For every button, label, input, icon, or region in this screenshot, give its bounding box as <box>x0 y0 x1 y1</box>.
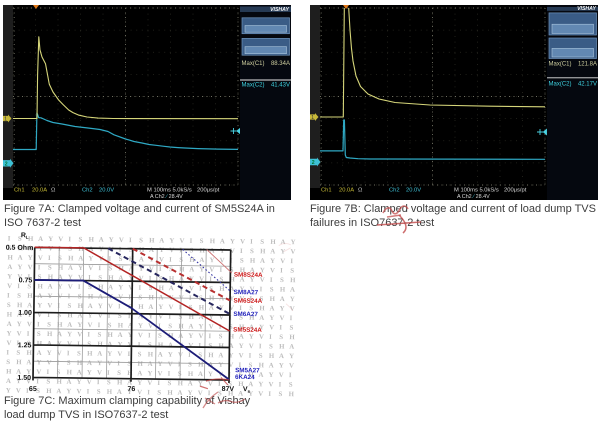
svg-text:Ch1: Ch1 <box>14 188 25 194</box>
svg-text:VISHAY: VISHAY <box>577 6 596 12</box>
svg-text:76: 76 <box>127 386 135 393</box>
svg-text:Vs: Vs <box>243 386 251 394</box>
svg-text:SM5S24A: SM5S24A <box>233 327 262 334</box>
svg-text:ISHAYVISHAYVISHAYVISHAYVISHAY: ISHAYVISHAYVISHAYVISHAYVISHAY <box>8 235 296 246</box>
svg-text:Max(C1): Max(C1) <box>549 62 572 68</box>
svg-text:AYVISHAYVISHAYVISHAYVISHAYVIS: AYVISHAYVISHAYVISHAYVISHAYVIS <box>6 378 293 389</box>
svg-text:SM8S24A: SM8S24A <box>234 272 263 279</box>
svg-text:YVISHAYVISHAYVISHAYVISHAYVISH: YVISHAYVISHAYVISHAYVISHAYVISH <box>6 387 295 398</box>
svg-text:65: 65 <box>29 386 37 393</box>
svg-text:6KA24: 6KA24 <box>235 374 255 381</box>
svg-text:Ω: Ω <box>51 188 56 194</box>
svg-text:A Ch2 ∕ 28.4V: A Ch2 ∕ 28.4V <box>150 194 183 200</box>
svg-text:SHAYVISHAYVISHAYVISHAYVISHAYV: SHAYVISHAYVISHAYVISHAYVISHAYV <box>8 245 296 256</box>
svg-text:1: 1 <box>311 115 314 121</box>
svg-text:HAYVISHAYVISHAYVISHAYVISHAYVI: HAYVISHAYVISHAYVISHAYVISHAYVI <box>8 254 294 265</box>
svg-text:20.0V: 20.0V <box>99 188 114 194</box>
svg-text:200μs/pt: 200μs/pt <box>197 188 220 194</box>
svg-text:20.0A: 20.0A <box>339 188 354 194</box>
svg-text:Ch2: Ch2 <box>82 188 93 194</box>
svg-text:Max(C2): Max(C2) <box>549 82 572 88</box>
svg-text:SM5A27: SM5A27 <box>235 367 260 374</box>
svg-text:Ch1: Ch1 <box>321 188 332 194</box>
svg-text:Ω: Ω <box>358 188 363 194</box>
svg-text:1.25: 1.25 <box>18 342 32 349</box>
svg-text:AYVISHAYVISHAYVISHAYVISHAYVIS: AYVISHAYVISHAYVISHAYVISHAYVIS <box>7 321 294 332</box>
svg-text:1: 1 <box>4 117 7 123</box>
svg-text:Max(C1): Max(C1) <box>242 61 265 67</box>
svg-text:RL: RL <box>21 232 29 240</box>
svg-text:87V: 87V <box>222 386 235 393</box>
svg-text:HAYVISHAYVISHAYVISHAYVISHAYVI: HAYVISHAYVISHAYVISHAYVISHAYVI <box>6 368 292 379</box>
svg-text:VISHAYVISHAYVISHAYVISHAYVISHA: VISHAYVISHAYVISHAYVISHAYVISHA <box>7 283 295 294</box>
svg-text:200μs/pt: 200μs/pt <box>504 188 527 194</box>
svg-text:88.34A: 88.34A <box>271 61 290 67</box>
svg-text:0.75: 0.75 <box>19 277 33 284</box>
svg-text:121.8A: 121.8A <box>578 62 597 68</box>
svg-text:SM6S24A: SM6S24A <box>233 298 262 305</box>
svg-text:VISHAYVISHAYVISHAYVISHAYVISHA: VISHAYVISHAYVISHAYVISHAYVISHA <box>6 340 294 351</box>
svg-text:20.0V: 20.0V <box>406 188 421 194</box>
svg-text:SM6A27: SM6A27 <box>233 311 258 318</box>
svg-text:M 100ms 5.0kS/s: M 100ms 5.0kS/s <box>454 188 499 194</box>
svg-text:HAYVISHAYVISHAYVISHAYVISHAYVI: HAYVISHAYVISHAYVISHAYVISHAYVI <box>7 311 293 322</box>
svg-text:2: 2 <box>5 162 8 168</box>
svg-text:SM8A27: SM8A27 <box>234 289 259 296</box>
svg-text:2: 2 <box>312 160 315 166</box>
svg-text:41.43V: 41.43V <box>271 83 290 89</box>
svg-text:VISHAY: VISHAY <box>270 7 289 13</box>
svg-text:20.0A: 20.0A <box>32 188 47 194</box>
svg-text:M 100ms 5.0kS/s: M 100ms 5.0kS/s <box>147 188 192 194</box>
svg-text:A Ch2 ∕ 28.4V: A Ch2 ∕ 28.4V <box>457 194 490 200</box>
svg-text:Ch2: Ch2 <box>389 188 400 194</box>
svg-text:SHAYVISHAYVISHAYVISHAYVISHAYV: SHAYVISHAYVISHAYVISHAYVISHAYV <box>6 359 294 370</box>
svg-text:1.00: 1.00 <box>18 310 32 317</box>
svg-text:1.50: 1.50 <box>17 375 31 382</box>
svg-text:0.5 Ohm: 0.5 Ohm <box>6 245 34 252</box>
svg-text:42.17V: 42.17V <box>578 82 597 88</box>
svg-text:SHAYVISHAYVISHAYVISHAYVISHAYV: SHAYVISHAYVISHAYVISHAYVISHAYV <box>7 302 295 313</box>
svg-text:AYVISHAYVISHAYVISHAYVISHAYVIS: AYVISHAYVISHAYVISHAYVISHAYVIS <box>7 264 294 275</box>
svg-text:ISHAYVISHAYVISHAYVISHAYVISHAY: ISHAYVISHAYVISHAYVISHAYVISHAY <box>6 349 294 360</box>
svg-text:Max(C2): Max(C2) <box>242 83 265 89</box>
